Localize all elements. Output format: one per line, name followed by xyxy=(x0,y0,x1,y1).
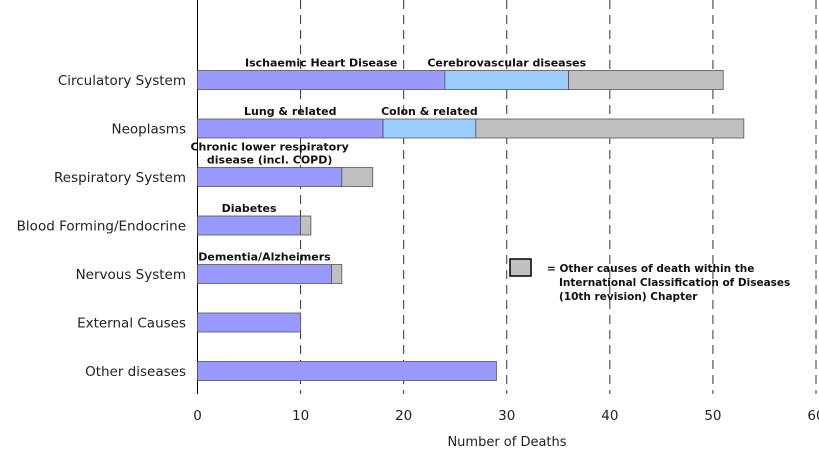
bar-segment-neoplasms-primary xyxy=(197,118,384,139)
bar-segment-circulatory-system-other xyxy=(568,70,724,90)
category-label-blood-forming-endocrine: Blood Forming/Endocrine xyxy=(17,219,186,235)
bar-segment-other-diseases-primary xyxy=(197,361,497,381)
category-label-other-diseases: Other diseases xyxy=(85,364,186,380)
x-tick-label-20: 20 xyxy=(395,408,412,424)
x-tick-label-10: 10 xyxy=(292,408,309,424)
category-label-respiratory-system: Respiratory System xyxy=(54,170,186,186)
bar-segment-blood-forming-endocrine-primary xyxy=(197,215,301,236)
bar-segment-neoplasms-other xyxy=(475,118,745,139)
x-axis-title: Number of Deaths xyxy=(447,435,566,450)
category-labels: Circulatory System Neoplasms Respiratory S… xyxy=(17,73,186,380)
bars xyxy=(197,70,745,381)
segment-label-lung-related: Lung & related xyxy=(244,105,336,118)
segment-label-cerebrovascular-diseases: Cerebrovascular diseases xyxy=(427,57,586,70)
x-tick-labels: 0 10 20 30 40 50 60 xyxy=(193,408,819,424)
bar-segment-nervous-system-primary xyxy=(197,264,332,284)
bar-segment-neoplasms-secondary xyxy=(382,118,477,139)
bar-segment-circulatory-system-secondary xyxy=(444,70,569,90)
category-label-neoplasms: Neoplasms xyxy=(112,122,186,138)
category-label-circulatory-system: Circulatory System xyxy=(58,73,186,89)
x-tick-label-40: 40 xyxy=(601,408,618,424)
segment-label-colon-related: Colon & related xyxy=(381,105,478,118)
x-tick-label-0: 0 xyxy=(193,408,202,424)
legend-text: = Other causes of death within the Intern… xyxy=(547,263,790,303)
bar-segment-external-causes-primary xyxy=(197,312,301,333)
category-label-nervous-system: Nervous System xyxy=(76,267,186,283)
x-tick-label-50: 50 xyxy=(704,408,721,424)
category-label-external-causes: External Causes xyxy=(77,316,186,332)
bar-segment-circulatory-system-primary xyxy=(197,70,446,90)
bar-segment-nervous-system-other xyxy=(331,264,343,284)
bar-segment-respiratory-system-primary xyxy=(197,167,343,187)
legend-swatch-other xyxy=(509,258,532,277)
bar-segment-respiratory-system-other xyxy=(341,167,374,187)
bar-segment-blood-forming-endocrine-other xyxy=(300,215,312,236)
x-tick-label-30: 30 xyxy=(498,408,515,424)
x-tick-label-60: 60 xyxy=(807,408,819,424)
segment-label-chronic-lower-respiratory-disease-incl-copd: Chronic lower respiratory disease (incl. … xyxy=(190,141,348,167)
segment-label-diabetes: Diabetes xyxy=(222,202,277,215)
segment-labels: Ischaemic Heart Disease Cerebrovascular d… xyxy=(190,57,586,264)
legend: = Other causes of death within the Intern… xyxy=(509,258,790,303)
gridlines xyxy=(300,0,817,394)
segment-label-dementia-alzheimers: Dementia/Alzheimers xyxy=(198,251,331,264)
segment-label-ischaemic-heart-disease: Ischaemic Heart Disease xyxy=(245,57,397,70)
